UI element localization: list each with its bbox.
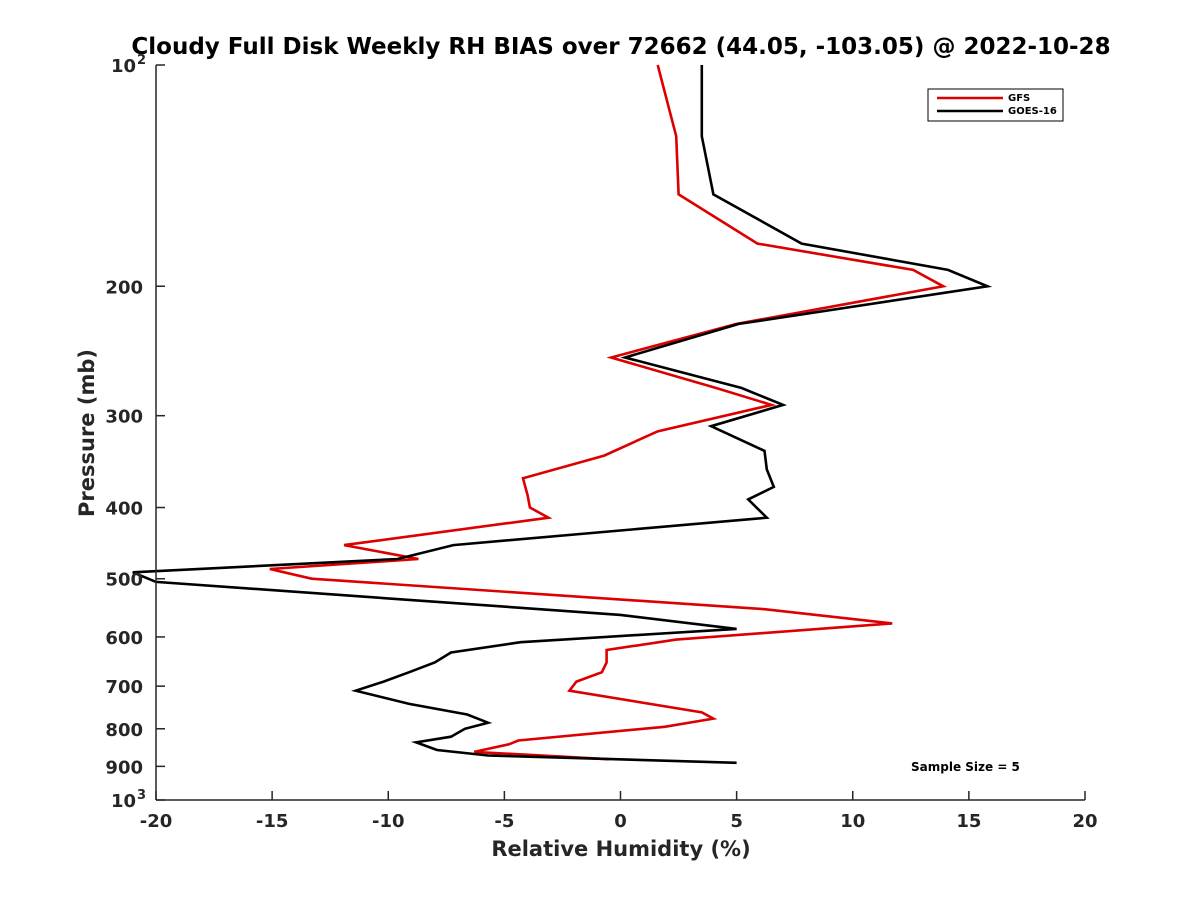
x-tick-label: -5 bbox=[494, 811, 514, 832]
y-tick-label: 500 bbox=[105, 570, 143, 591]
x-tick-label: 15 bbox=[956, 811, 981, 832]
x-axis-label: Relative Humidity (%) bbox=[491, 837, 750, 861]
plot-area bbox=[155, 64, 1086, 801]
x-tick-label: -10 bbox=[372, 811, 405, 832]
y-tick-label: 900 bbox=[105, 757, 143, 778]
x-tick-label: -20 bbox=[140, 811, 173, 832]
x-tick-label: 10 bbox=[840, 811, 865, 832]
y-tick-label: 800 bbox=[105, 720, 143, 741]
y-tick-exponent: 2 bbox=[137, 53, 146, 68]
y-tick-exponent: 3 bbox=[137, 788, 146, 803]
legend-label-gfs: GFS bbox=[1008, 93, 1030, 104]
y-tick-label: 10 bbox=[111, 791, 136, 812]
x-tick-label: 0 bbox=[614, 811, 627, 832]
y-tick-label: 10 bbox=[111, 56, 136, 77]
legend-label-goes16: GOES-16 bbox=[1008, 106, 1057, 117]
y-tick-label: 600 bbox=[105, 628, 143, 649]
sample-size-annotation: Sample Size = 5 bbox=[911, 760, 1020, 774]
series-line-gfs bbox=[269, 64, 948, 761]
legend-box bbox=[927, 88, 1064, 122]
y-tick-label: 200 bbox=[105, 277, 143, 298]
series-group bbox=[132, 64, 993, 765]
x-tick-label: -15 bbox=[256, 811, 289, 832]
y-tick-label: 700 bbox=[105, 677, 143, 698]
x-tick-label: 20 bbox=[1072, 811, 1097, 832]
y-tick-label: 400 bbox=[105, 499, 143, 520]
series-line-goes16 bbox=[132, 65, 993, 765]
legend: GFS GOES-16 bbox=[927, 88, 1064, 122]
x-axis-ticks: -20 -15 -10 -5 0 5 10 15 20 bbox=[140, 791, 1098, 832]
x-tick-label: 5 bbox=[730, 811, 743, 832]
y-axis-label: Pressure (mb) bbox=[75, 349, 99, 517]
chart-title: Cloudy Full Disk Weekly RH BIAS over 726… bbox=[131, 34, 1110, 60]
y-tick-label: 300 bbox=[105, 407, 143, 428]
